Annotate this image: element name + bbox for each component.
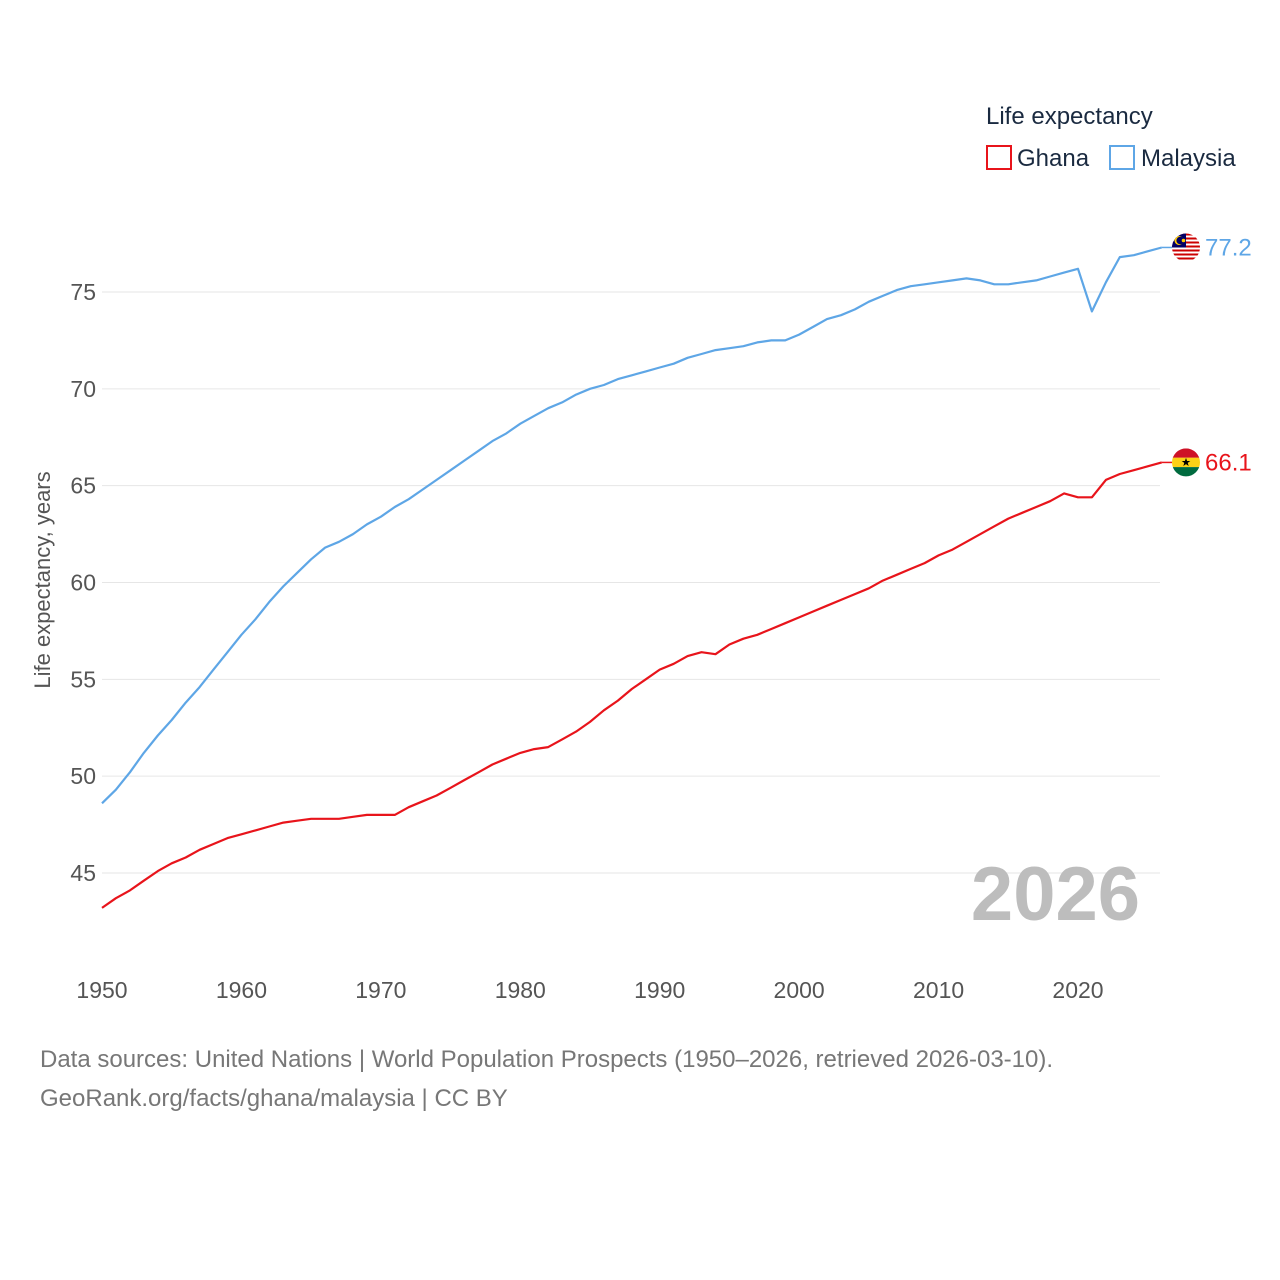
legend-title: Life expectancy xyxy=(986,103,1153,130)
malaysia-flag-icon xyxy=(1172,233,1200,262)
y-tick-label: 65 xyxy=(70,473,96,499)
end-value-label-malaysia: 77.2 xyxy=(1205,234,1252,261)
y-tick-label: 55 xyxy=(70,666,96,692)
legend-label-ghana[interactable]: Ghana xyxy=(1017,145,1090,172)
series-lines xyxy=(101,246,1162,909)
y-axis-ticks: 45 50 55 60 65 70 75 xyxy=(70,279,96,886)
y-tick-label: 60 xyxy=(70,570,96,596)
data-sources-footer: Data sources: United Nations | World Pop… xyxy=(40,1046,1054,1073)
x-tick-label: 2010 xyxy=(913,977,964,1003)
year-label: 2026 xyxy=(971,852,1140,937)
y-tick-label: 70 xyxy=(70,376,96,402)
y-axis-label: Life expectancy, years xyxy=(30,471,55,688)
x-tick-label: 1980 xyxy=(495,977,546,1003)
legend-swatch-ghana[interactable] xyxy=(986,145,1012,170)
legend-label-malaysia[interactable]: Malaysia xyxy=(1141,145,1236,172)
source-link-footer[interactable]: GeoRank.org/facts/ghana/malaysia | CC BY xyxy=(40,1085,508,1112)
y-tick-label: 75 xyxy=(70,279,96,305)
gridlines xyxy=(102,291,1160,874)
series-end-labels: 66.1 77.2 xyxy=(1161,234,1252,476)
series-line-ghana[interactable] xyxy=(101,461,1162,909)
x-tick-label: 2020 xyxy=(1052,977,1103,1003)
x-tick-label: 1990 xyxy=(634,977,685,1003)
legend: Life expectancy Ghana Malaysia xyxy=(986,103,1236,172)
x-tick-label: 2000 xyxy=(774,977,825,1003)
x-tick-label: 1960 xyxy=(216,977,267,1003)
x-tick-label: 1950 xyxy=(76,977,127,1003)
y-tick-label: 45 xyxy=(70,860,96,886)
series-line-malaysia[interactable] xyxy=(101,246,1162,805)
y-tick-label: 50 xyxy=(70,763,96,789)
legend-swatch-malaysia[interactable] xyxy=(1109,145,1135,170)
ghana-flag-icon xyxy=(1172,448,1200,477)
x-axis-ticks: 1950 1960 1970 1980 1990 2000 2010 2020 xyxy=(76,977,1103,1003)
end-value-label-ghana: 66.1 xyxy=(1205,449,1252,476)
x-tick-label: 1970 xyxy=(355,977,406,1003)
